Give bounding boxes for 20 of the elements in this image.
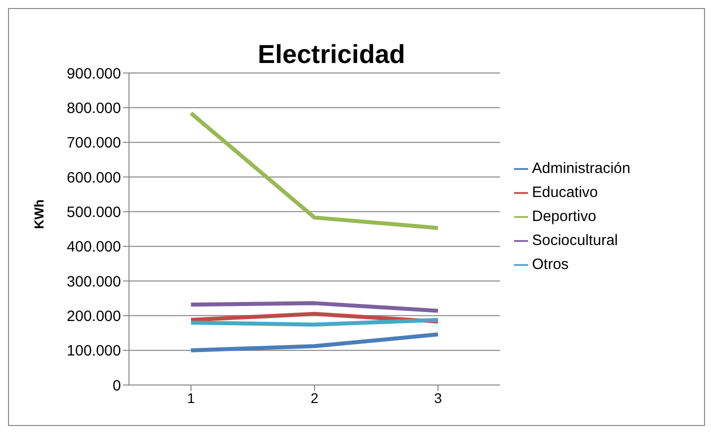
- legend-label: Deportivo: [532, 208, 596, 225]
- y-tick-label: 400.000: [66, 238, 121, 256]
- y-tick-label: 500.000: [66, 204, 121, 221]
- y-tick-label: 200.000: [66, 308, 121, 325]
- y-tick-label: 100.000: [66, 342, 121, 360]
- y-tick-label: 600.000: [66, 169, 121, 186]
- y-tick-label: 800.000: [66, 100, 121, 117]
- y-axis-title: KWh: [32, 199, 47, 229]
- x-tick-label: 1: [187, 390, 196, 406]
- y-tick-label: 900.000: [66, 65, 121, 82]
- chart-title: Electricidad: [256, 39, 406, 70]
- y-tick-label: 700.000: [66, 134, 121, 152]
- y-tick-label: 0: [112, 377, 121, 394]
- x-tick-label: 2: [310, 390, 319, 406]
- legend-label: Administración: [532, 160, 630, 177]
- legend-label: Otros: [532, 256, 569, 273]
- legend-label: Educativo: [532, 184, 598, 201]
- legend-label: Sociocultural: [532, 232, 618, 249]
- x-tick-label: 3: [434, 390, 442, 406]
- y-tick-label: 300.000: [66, 273, 121, 290]
